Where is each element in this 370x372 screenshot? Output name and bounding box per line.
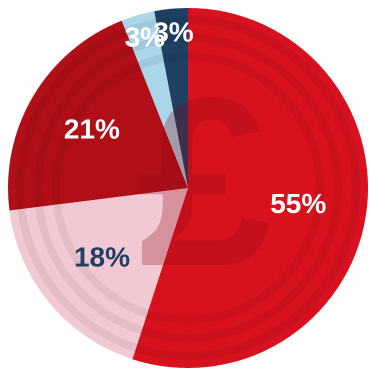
pie-label-1: 18%	[74, 242, 130, 273]
pie-label-0: 55%	[270, 188, 326, 219]
pound-symbol-watermark: £	[138, 48, 271, 316]
pie-label-2: 21%	[64, 114, 120, 145]
pie-label-4: 3%	[153, 16, 194, 47]
